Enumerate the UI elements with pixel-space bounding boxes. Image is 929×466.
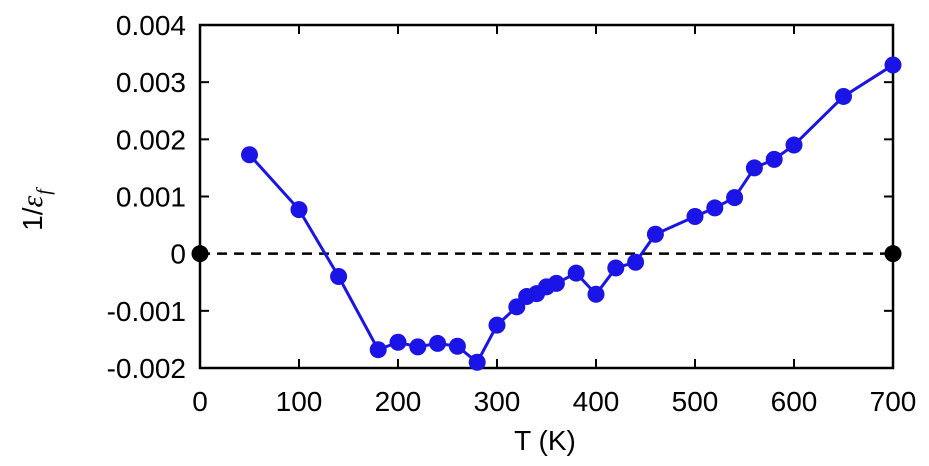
- data-point: [587, 285, 605, 303]
- data-point: [884, 56, 902, 74]
- x-axis-label: T (K): [514, 425, 576, 456]
- data-point: [567, 264, 585, 282]
- data-point: [607, 259, 625, 277]
- y-axis-label: 1/εf: [16, 187, 55, 231]
- x-tick-label: 700: [870, 386, 917, 417]
- y-tick-label: 0.004: [116, 10, 186, 41]
- data-point: [241, 146, 258, 164]
- y-tick-label: -0.002: [107, 353, 186, 384]
- data-point: [290, 201, 308, 219]
- x-tick-label: 200: [375, 386, 422, 417]
- x-tick-label: 400: [573, 386, 620, 417]
- data-point: [547, 274, 565, 292]
- y-tick-label: 0.003: [116, 67, 186, 98]
- x-tick-label: 600: [771, 386, 818, 417]
- data-point: [409, 338, 427, 356]
- plot-layer: 0 100 200 300 400 500 600 700 -0.002 -0.001 0 0.001…: [107, 10, 917, 417]
- data-point: [389, 333, 407, 351]
- data-point: [429, 334, 447, 352]
- y-tick-label: 0.001: [116, 182, 186, 213]
- y-tick-label: 0: [170, 239, 186, 270]
- x-tick-label: 0: [192, 386, 208, 417]
- series-line: [248, 63, 894, 365]
- data-point: [765, 150, 783, 168]
- data-point: [468, 353, 486, 371]
- data-point: [330, 268, 348, 286]
- data-point: [646, 225, 664, 243]
- data-point: [369, 341, 387, 359]
- plot-frame: [198, 23, 895, 370]
- data-point: [726, 189, 744, 207]
- data-point: [627, 253, 645, 271]
- data-point: [706, 199, 724, 217]
- x-tick-label: 100: [276, 386, 323, 417]
- y-axis-label-symbol: ε: [16, 196, 49, 208]
- y-axis-label-prefix: 1/: [17, 207, 48, 231]
- data-point: [488, 316, 506, 334]
- y-tick-label: -0.001: [107, 296, 186, 327]
- data-point: [835, 87, 852, 105]
- data-point: [785, 136, 803, 154]
- reference-endpoint-marker: [191, 245, 209, 263]
- data-point: [448, 337, 466, 355]
- reference-endpoint-marker: [884, 245, 902, 263]
- data-point: [745, 159, 763, 177]
- x-tick-label: 500: [672, 386, 719, 417]
- x-tick-label: 300: [474, 386, 521, 417]
- y-tick-label: 0.002: [116, 124, 186, 155]
- data-point: [686, 208, 704, 226]
- y-axis-label-subscript: f: [33, 187, 55, 195]
